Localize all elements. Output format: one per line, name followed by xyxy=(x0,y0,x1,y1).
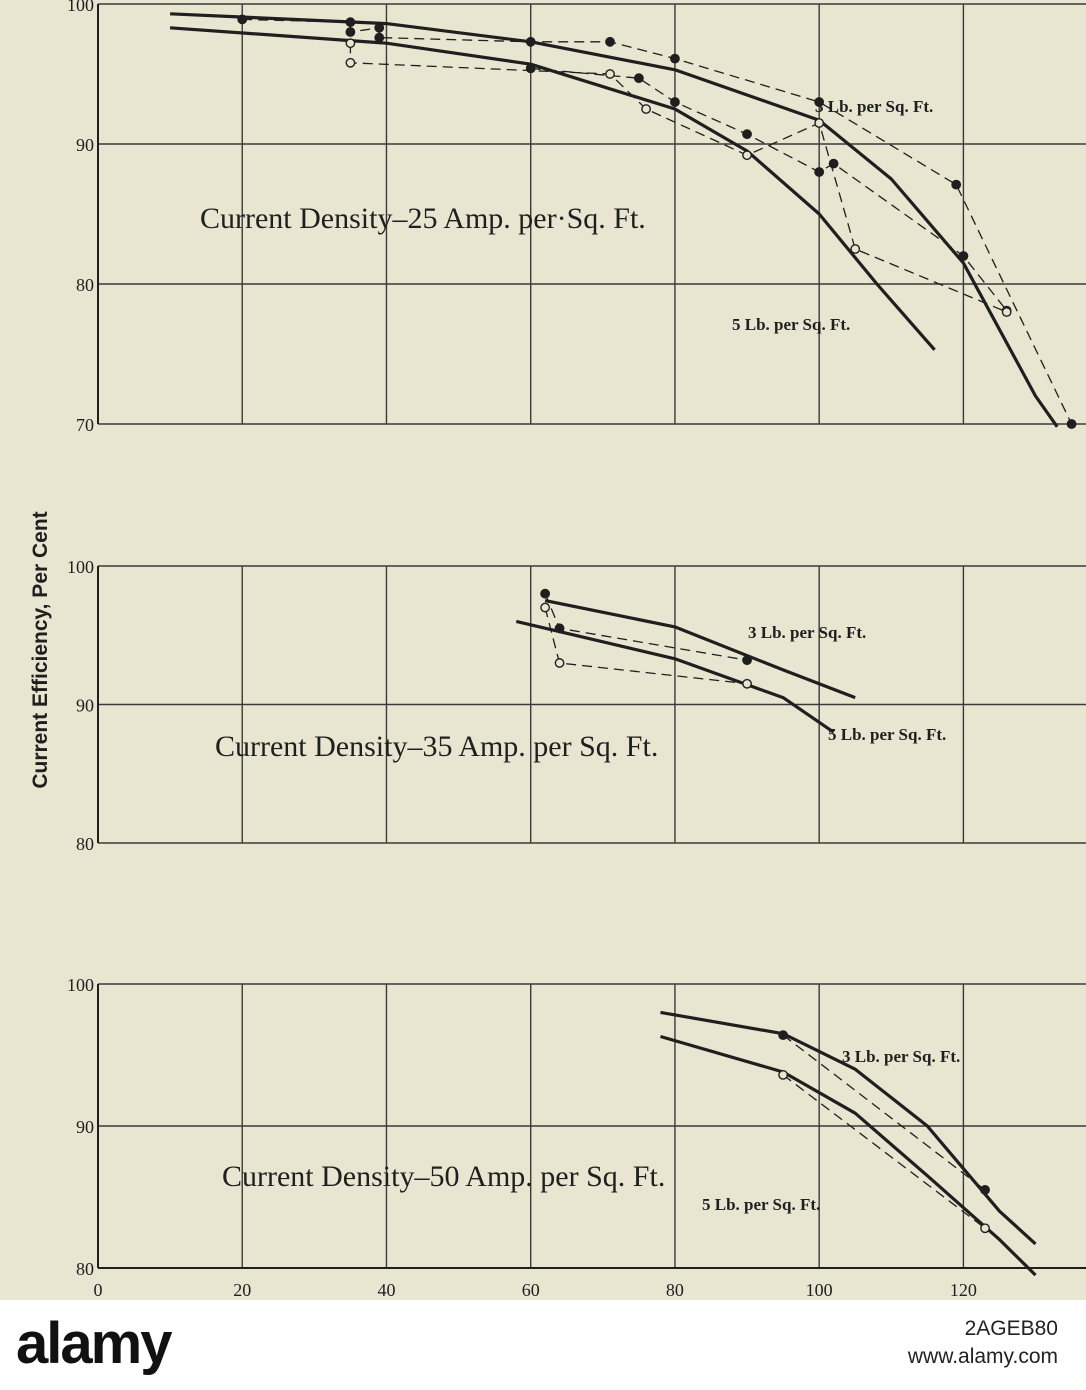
data-point-filled xyxy=(951,179,962,190)
x-tick-label: 40 xyxy=(377,1280,395,1300)
data-point-filled xyxy=(374,32,385,43)
fitted-curve xyxy=(660,1034,1037,1277)
panel-title: Current Density–35 Amp. per Sq. Ft. xyxy=(215,730,658,763)
data-point-filled xyxy=(554,623,565,634)
y-tick-label: 90 xyxy=(76,696,94,716)
stock-watermark-bar xyxy=(0,1300,1086,1390)
curve-label: 3 Lb. per Sq. Ft. xyxy=(748,623,866,642)
data-point-open xyxy=(778,1069,789,1080)
y-tick-label: 90 xyxy=(76,1117,94,1137)
x-tick-label: 60 xyxy=(522,1280,540,1300)
y-tick-label: 80 xyxy=(76,275,94,295)
panel-title: Current Density–25 Amp. per·Sq. Ft. xyxy=(200,202,646,235)
chart-background xyxy=(0,0,1086,1300)
data-point-open xyxy=(1001,307,1012,317)
x-tick-label: 120 xyxy=(950,1280,977,1300)
data-point-open xyxy=(605,69,615,79)
dashed-connector xyxy=(782,1034,986,1191)
x-tick-label: 80 xyxy=(666,1280,684,1300)
data-point-filled xyxy=(670,97,680,107)
dashed-connector xyxy=(349,43,1007,313)
y-tick-label: 100 xyxy=(67,557,94,577)
curve-label: 3 Lb. per Sq. Ft. xyxy=(815,97,933,116)
data-point-filled xyxy=(958,251,969,261)
data-point-open xyxy=(641,104,651,114)
data-point-filled xyxy=(742,129,752,140)
x-tick-label: 0 xyxy=(94,1280,103,1300)
efficiency-chart-figure: 100 90 80 70 Current Density–25 Amp. per·Sq.… xyxy=(0,0,1086,1300)
data-point-filled xyxy=(540,588,551,599)
fitted-curve xyxy=(515,619,835,734)
data-point-filled xyxy=(374,22,385,33)
data-point-filled xyxy=(814,97,825,107)
panel-title: Current Density–50 Amp. per Sq. Ft. xyxy=(222,1160,665,1193)
data-point-open xyxy=(345,38,356,49)
data-point-filled xyxy=(980,1185,990,1195)
stock-image-id: 2AGEB80 www.alamy.com xyxy=(908,1317,1058,1369)
y-tick-label: 100 xyxy=(67,0,94,15)
y-tick-label: 80 xyxy=(76,834,94,854)
fitted-curve xyxy=(169,26,936,351)
plot-area: 100 90 80 70 Current Density–25 Amp. per·Sq.… xyxy=(67,0,1086,1300)
data-point-open xyxy=(814,118,825,128)
data-point-filled xyxy=(525,36,536,47)
x-tick-label: 100 xyxy=(806,1280,833,1300)
stock-logo: alamy xyxy=(16,1311,172,1376)
dashed-connector xyxy=(530,67,1008,312)
data-point-filled xyxy=(237,14,248,25)
image-id: 2AGEB80 xyxy=(964,1317,1058,1340)
y-tick-label: 100 xyxy=(67,975,94,995)
curve-label: 5 Lb. per Sq. Ft. xyxy=(828,725,946,744)
image-url: www.alamy.com xyxy=(907,1345,1058,1368)
data-point-open xyxy=(980,1223,990,1234)
y-axis-label: Current Efficiency, Per Cent xyxy=(29,511,52,789)
data-point-open xyxy=(554,658,565,668)
data-point-filled xyxy=(345,17,356,28)
data-point-filled xyxy=(633,73,644,84)
data-point-filled xyxy=(670,53,680,64)
data-point-open xyxy=(850,244,861,254)
y-tick-label: 80 xyxy=(76,1259,94,1279)
data-point-open xyxy=(345,57,356,68)
fitted-curve xyxy=(544,599,856,700)
y-tick-label: 70 xyxy=(76,415,94,435)
dashed-connector xyxy=(782,1074,986,1229)
curve-label: 5 Lb. per Sq. Ft. xyxy=(732,315,850,334)
data-point-filled xyxy=(1066,419,1077,429)
data-point-filled xyxy=(742,655,752,666)
x-tick-label: 20 xyxy=(233,1280,251,1300)
data-point-filled xyxy=(525,63,536,74)
data-point-filled xyxy=(345,27,356,37)
y-tick-label: 90 xyxy=(76,135,94,155)
curve-label: 3 Lb. per Sq. Ft. xyxy=(842,1047,960,1066)
data-point-filled xyxy=(605,36,615,47)
data-point-open xyxy=(540,602,551,613)
fitted-curve xyxy=(660,1010,1037,1246)
data-point-open xyxy=(742,150,752,161)
data-point-open xyxy=(742,678,752,689)
data-point-filled xyxy=(814,167,825,177)
data-point-filled xyxy=(778,1030,789,1041)
curve-label: 5 Lb. per Sq. Ft. xyxy=(702,1195,820,1214)
